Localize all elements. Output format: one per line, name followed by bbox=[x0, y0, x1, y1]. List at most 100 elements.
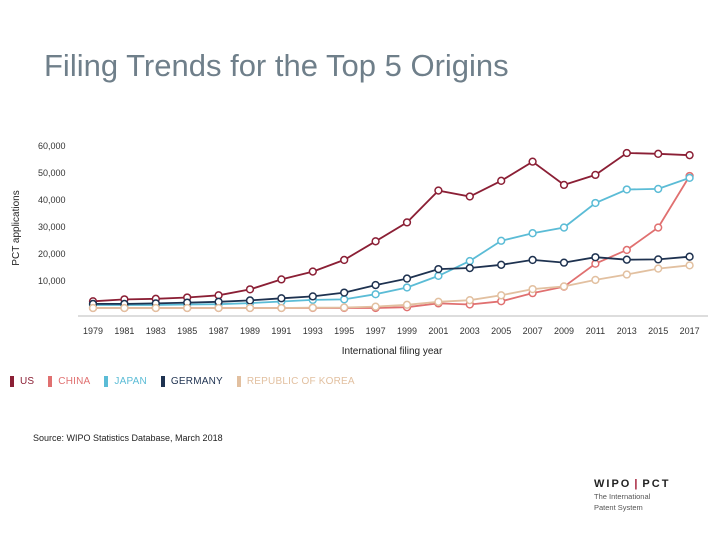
series-line-us bbox=[92, 152, 690, 303]
x-tick-label: 2001 bbox=[428, 326, 448, 336]
data-point-republic-of-korea bbox=[654, 264, 663, 273]
legend-swatch bbox=[160, 376, 165, 387]
data-point-republic-of-korea bbox=[465, 296, 474, 305]
data-point-japan bbox=[591, 198, 600, 208]
legend-label: CHINA bbox=[58, 376, 91, 387]
y-tick-label: 40,000 bbox=[38, 195, 66, 205]
x-tick-label: 2007 bbox=[523, 326, 543, 336]
x-tick-label: 1985 bbox=[177, 326, 197, 336]
logo-subtitle-1: The International bbox=[594, 492, 651, 501]
data-point-germany bbox=[528, 255, 537, 265]
data-point-us bbox=[591, 170, 600, 180]
legend-swatch bbox=[48, 376, 53, 387]
slide-title: Filing Trends for the Top 5 Origins bbox=[44, 48, 509, 83]
data-point-japan bbox=[340, 295, 349, 304]
data-point-china bbox=[622, 245, 631, 255]
data-point-us bbox=[559, 180, 569, 190]
legend-swatch bbox=[236, 376, 241, 387]
x-axis-title: International filing year bbox=[342, 346, 443, 357]
series-points bbox=[88, 148, 694, 313]
data-point-japan bbox=[685, 173, 694, 183]
x-tick-label: 1999 bbox=[397, 326, 417, 336]
legend-item-japan: JAPAN bbox=[104, 376, 147, 387]
data-point-us bbox=[622, 148, 631, 158]
data-point-republic-of-korea bbox=[151, 303, 160, 313]
y-axis-ticks: 10,000 20,000 30,000 40,000 50,000 60,000 bbox=[38, 141, 66, 286]
data-point-republic-of-korea bbox=[120, 303, 129, 313]
data-point-germany bbox=[685, 252, 694, 261]
chart-legend: US CHINA JAPAN GERMANY REPUBLIC OF KOREA bbox=[10, 376, 369, 387]
x-tick-label: 2015 bbox=[648, 326, 668, 336]
y-axis-title: PCT applications bbox=[11, 190, 22, 265]
x-tick-label: 1997 bbox=[366, 326, 386, 336]
data-point-us bbox=[277, 275, 286, 284]
legend-label: US bbox=[20, 376, 35, 387]
x-tick-label: 2009 bbox=[554, 326, 574, 336]
data-point-japan bbox=[402, 283, 412, 292]
y-tick-label: 10,000 bbox=[38, 276, 66, 286]
logo-separator: | bbox=[634, 478, 640, 490]
legend-item-china: CHINA bbox=[48, 376, 90, 387]
data-point-germany bbox=[371, 280, 380, 290]
series-line-china bbox=[93, 175, 691, 309]
data-point-us bbox=[340, 255, 349, 265]
source-note: Source: WIPO Statistics Database, March … bbox=[33, 433, 223, 443]
data-point-us bbox=[465, 192, 474, 201]
data-point-republic-of-korea bbox=[277, 303, 286, 313]
data-point-germany bbox=[245, 296, 255, 305]
data-point-china bbox=[654, 223, 663, 232]
data-point-republic-of-korea bbox=[402, 300, 412, 309]
x-tick-label: 1995 bbox=[334, 326, 354, 336]
data-point-republic-of-korea bbox=[434, 297, 443, 306]
logo-subtitle-2: Patent System bbox=[594, 503, 643, 512]
series-line-japan bbox=[93, 177, 690, 306]
logo-pct: PCT bbox=[642, 478, 671, 490]
data-point-republic-of-korea bbox=[528, 284, 537, 294]
data-point-us bbox=[308, 267, 317, 276]
data-point-us bbox=[434, 186, 443, 195]
data-point-republic-of-korea bbox=[591, 275, 600, 285]
x-tick-label: 1991 bbox=[271, 326, 291, 336]
data-point-germany bbox=[434, 264, 443, 274]
data-point-us bbox=[685, 151, 694, 160]
data-point-us bbox=[654, 149, 663, 158]
x-tick-label: 1987 bbox=[209, 326, 229, 336]
data-point-us bbox=[528, 157, 537, 166]
data-point-republic-of-korea bbox=[308, 303, 317, 312]
x-tick-label: 1981 bbox=[114, 326, 134, 336]
data-point-germany bbox=[559, 258, 569, 267]
data-point-germany bbox=[465, 263, 474, 273]
data-point-republic-of-korea bbox=[622, 270, 631, 279]
x-tick-label: 1979 bbox=[83, 326, 103, 336]
logo-wipo: WIPO bbox=[594, 478, 632, 490]
data-point-japan bbox=[528, 229, 537, 238]
data-point-us bbox=[371, 237, 380, 246]
data-point-japan bbox=[622, 185, 631, 194]
data-point-republic-of-korea bbox=[497, 291, 506, 300]
data-point-republic-of-korea bbox=[371, 302, 380, 311]
y-tick-label: 60,000 bbox=[38, 141, 66, 151]
line-chart: 10,000 20,000 30,000 40,000 50,000 60,000 197… bbox=[11, 141, 708, 357]
x-tick-label: 1989 bbox=[240, 326, 260, 336]
x-tick-label: 2013 bbox=[617, 326, 637, 336]
logo-mark: WIPO | PCT bbox=[594, 478, 670, 490]
legend-label: REPUBLIC OF KOREA bbox=[246, 376, 355, 387]
data-point-republic-of-korea bbox=[214, 303, 223, 313]
data-point-germany bbox=[497, 260, 506, 269]
data-point-republic-of-korea bbox=[88, 303, 98, 313]
y-tick-label: 20,000 bbox=[38, 249, 66, 259]
wipo-pct-logo: WIPO | PCT The International Patent System bbox=[594, 478, 670, 512]
data-point-germany bbox=[402, 274, 412, 283]
data-point-republic-of-korea bbox=[183, 303, 192, 313]
y-tick-label: 50,000 bbox=[38, 168, 66, 178]
data-point-japan bbox=[465, 256, 474, 266]
data-point-us bbox=[497, 176, 506, 185]
data-point-germany bbox=[591, 253, 600, 262]
x-tick-label: 2003 bbox=[460, 326, 480, 336]
legend-label: GERMANY bbox=[170, 376, 223, 387]
data-point-japan bbox=[559, 223, 569, 232]
y-tick-label: 30,000 bbox=[38, 222, 66, 232]
legend-item-republic-of-korea: REPUBLIC OF KOREA bbox=[236, 376, 355, 387]
data-point-germany bbox=[622, 255, 631, 264]
legend-swatch bbox=[10, 376, 14, 387]
